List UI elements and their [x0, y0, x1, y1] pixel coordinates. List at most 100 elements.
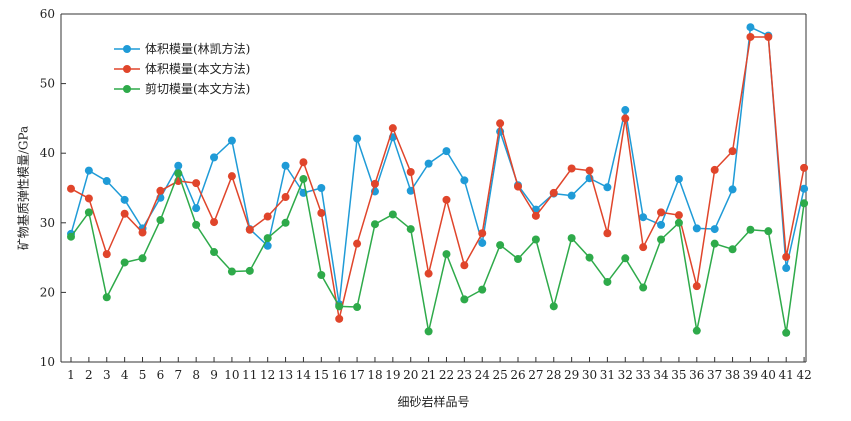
x-tick-label: 40 — [761, 368, 776, 382]
data-point — [692, 224, 701, 233]
data-point — [496, 119, 505, 128]
x-tick-label: 15 — [314, 368, 329, 382]
y-tick-label: 30 — [40, 216, 55, 230]
data-point — [531, 211, 540, 220]
data-point — [728, 245, 737, 254]
x-axis-title: 细砂岩样品号 — [397, 394, 469, 409]
data-point — [156, 186, 165, 195]
data-point — [531, 235, 540, 244]
x-tick-label: 38 — [725, 368, 740, 382]
data-point — [424, 159, 433, 168]
data-point — [370, 179, 379, 188]
x-tick-label: 36 — [689, 368, 704, 382]
data-point — [764, 32, 773, 41]
y-axis-title: 矿物基质弹性模量/GPa — [17, 126, 31, 250]
data-point — [370, 220, 379, 229]
data-point — [335, 314, 344, 323]
x-tick-label: 2 — [85, 368, 93, 382]
series-2 — [67, 32, 809, 323]
legend-marker — [123, 45, 131, 53]
legend-label: 体积模量(林凯方法) — [145, 41, 250, 56]
data-point — [478, 229, 487, 238]
data-point — [692, 326, 701, 335]
data-point — [192, 220, 201, 229]
legend-marker — [123, 85, 131, 93]
data-point — [174, 169, 183, 178]
data-point — [639, 283, 648, 292]
data-point — [442, 250, 451, 259]
data-point — [210, 153, 219, 162]
data-point — [353, 134, 362, 143]
x-tick-label: 18 — [367, 368, 382, 382]
data-point — [674, 174, 683, 183]
data-point — [603, 277, 612, 286]
x-tick-label: 19 — [385, 368, 400, 382]
x-tick-label: 33 — [636, 368, 651, 382]
data-point — [621, 106, 630, 115]
data-point — [674, 218, 683, 227]
x-tick-label: 37 — [707, 368, 722, 382]
data-point — [460, 261, 469, 270]
data-point — [317, 209, 326, 218]
data-point — [710, 165, 719, 174]
legend: 体积模量(林凯方法) 体积模量(本文方法) 剪切模量(本文方法) — [114, 41, 250, 96]
x-tick-label: 41 — [779, 368, 794, 382]
data-point — [138, 228, 147, 237]
data-point — [692, 282, 701, 291]
data-point — [227, 172, 236, 181]
series-line — [70, 172, 805, 334]
data-point — [514, 254, 522, 263]
data-point — [460, 176, 469, 185]
data-point — [353, 303, 362, 312]
data-point — [299, 174, 308, 183]
x-tick-label: 39 — [743, 368, 758, 382]
data-point — [263, 234, 272, 243]
x-tick-label: 23 — [457, 368, 472, 382]
x-tick-label: 27 — [528, 368, 543, 382]
data-point — [424, 327, 433, 336]
data-point — [120, 258, 129, 267]
data-point — [210, 218, 219, 227]
y-tick-label: 50 — [40, 77, 55, 91]
data-point — [567, 164, 576, 173]
data-point — [281, 161, 290, 170]
data-point — [174, 161, 183, 170]
data-point — [210, 248, 219, 257]
y-tick-label: 40 — [40, 146, 55, 160]
data-point — [728, 147, 737, 156]
data-point — [603, 183, 612, 192]
data-point — [585, 166, 594, 175]
y-tick-label: 60 — [40, 7, 55, 21]
data-point — [84, 194, 93, 203]
legend-item: 体积模量(林凯方法) — [114, 41, 250, 56]
data-point — [567, 191, 576, 200]
data-point — [549, 302, 558, 311]
data-point — [120, 195, 129, 204]
data-point — [192, 204, 201, 213]
x-tick-label: 4 — [121, 368, 129, 382]
x-tick-label: 28 — [546, 368, 561, 382]
data-point — [67, 184, 75, 193]
series-line — [70, 26, 805, 305]
data-point — [800, 184, 809, 193]
x-tick-label: 10 — [224, 368, 239, 382]
data-point — [406, 167, 415, 176]
data-point — [460, 295, 469, 304]
data-point — [388, 124, 397, 133]
data-point — [639, 213, 648, 222]
data-point — [746, 23, 755, 32]
data-point — [657, 235, 666, 244]
x-tick-label: 22 — [439, 368, 454, 382]
data-point — [442, 195, 451, 204]
data-point — [192, 179, 201, 188]
data-point — [746, 32, 755, 41]
x-tick-label: 42 — [796, 368, 811, 382]
x-tick-label: 13 — [278, 368, 293, 382]
x-tick-label: 17 — [349, 368, 364, 382]
data-point — [764, 227, 773, 236]
x-tick-label: 8 — [192, 368, 200, 382]
data-point — [102, 250, 111, 259]
y-tick-label: 20 — [40, 285, 55, 299]
x-tick-label: 32 — [618, 368, 633, 382]
